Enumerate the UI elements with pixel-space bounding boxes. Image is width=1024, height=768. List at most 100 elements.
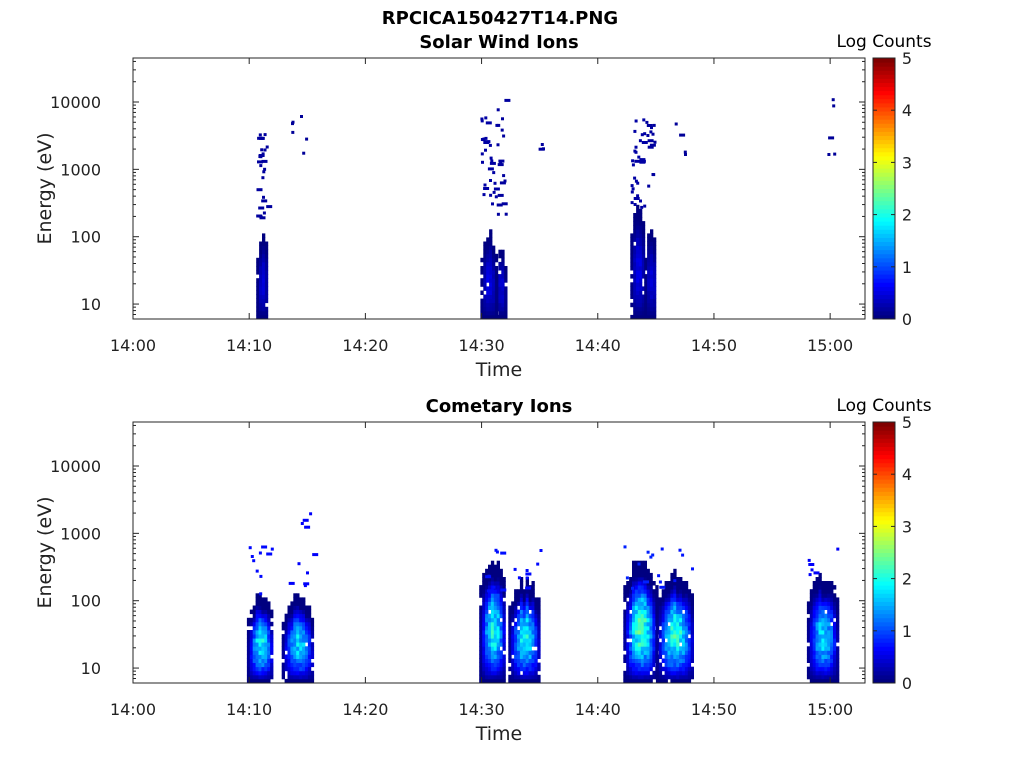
spectrogram-cell	[281, 670, 285, 676]
spectrogram-cell	[493, 650, 498, 655]
spectrogram-cell	[517, 634, 521, 639]
spectrogram-cell	[264, 601, 268, 606]
spectrogram-cell	[684, 630, 689, 635]
spectrogram-cell	[626, 654, 630, 659]
spectrogram-cell	[496, 650, 500, 655]
spectrogram-cell	[259, 249, 263, 255]
spectrogram-cell	[687, 654, 692, 659]
spectrogram-cell	[664, 654, 668, 659]
spectrogram-cell	[508, 650, 512, 655]
spectrogram-cell	[259, 592, 263, 596]
spectrogram-cell	[519, 630, 524, 635]
spectrogram-cell	[287, 605, 291, 610]
spectrogram-cell	[653, 241, 657, 246]
spectrogram-cell	[498, 261, 502, 267]
spectrogram-cell	[293, 634, 297, 639]
spectrogram-cell	[492, 245, 496, 251]
spectrogram-cell	[644, 310, 648, 316]
spectrogram-cell	[687, 621, 692, 627]
spectrogram-cell	[629, 630, 633, 635]
spectrogram-cell	[296, 646, 300, 651]
spectrogram-cell	[489, 257, 493, 263]
spectrogram-cell	[525, 630, 529, 635]
spectrogram-cell	[522, 658, 527, 663]
colorbar-segment	[873, 58, 895, 63]
spectrogram-cell	[255, 670, 259, 676]
spectrogram-cell	[682, 581, 686, 586]
x-axis-label: Time	[475, 723, 523, 745]
spectrogram-cell	[500, 551, 507, 555]
spectrogram-cell	[498, 278, 502, 283]
spectrogram-cell	[267, 638, 271, 643]
spectrogram-cell	[485, 634, 489, 639]
spectrogram-cell	[653, 270, 657, 275]
spectrogram-cell	[267, 650, 271, 655]
colorbar-frame	[872, 57, 896, 320]
spectrogram-cell	[673, 638, 677, 643]
spectrogram-cell	[806, 638, 811, 643]
spectrogram-cell	[495, 278, 499, 283]
spectrogram-cell	[302, 621, 306, 627]
spectrogram-cell	[632, 589, 636, 594]
spectrogram-cell	[261, 642, 265, 647]
spectrogram-cell	[641, 237, 646, 242]
spectrogram-cell	[537, 625, 541, 631]
spectrogram-cell	[684, 589, 689, 594]
spectrogram-cell	[281, 634, 285, 639]
spectrogram-cell	[258, 666, 262, 672]
spectrogram-cell	[809, 642, 814, 647]
spectrogram-cell	[540, 143, 544, 146]
spectrogram-cell	[246, 621, 251, 627]
spectrogram-cell	[637, 662, 642, 668]
spectrogram-cell	[255, 650, 259, 655]
spectrogram-cell	[534, 666, 538, 672]
spectrogram-cell	[288, 581, 295, 585]
spectrogram-cell	[684, 617, 689, 623]
spectrogram-cell	[827, 593, 831, 598]
spectrogram-cell	[508, 630, 512, 635]
spectrogram-cell	[296, 613, 300, 619]
spectrogram-cell	[485, 589, 489, 594]
spectrogram-cell	[830, 646, 834, 651]
spectrogram-cell	[302, 151, 306, 155]
colorbar-segment	[873, 470, 895, 476]
spectrogram-cell	[482, 609, 486, 615]
spectrogram-cell	[641, 314, 646, 320]
colorbar-segment	[873, 62, 895, 67]
spectrogram-cell	[637, 638, 642, 643]
spectrogram-cell	[824, 658, 828, 663]
spectrogram-cell	[528, 621, 532, 627]
spectrogram-cell	[676, 609, 680, 615]
spectrogram-cell	[652, 658, 656, 663]
spectrogram-cell	[827, 625, 831, 631]
spectrogram-cell	[531, 581, 535, 586]
spectrogram-cell	[836, 646, 840, 651]
spectrogram-cell	[493, 638, 498, 643]
spectrogram-cell	[501, 117, 504, 121]
spectrogram-cell	[493, 581, 498, 586]
spectrogram-cell	[249, 662, 254, 668]
spectrogram-cell	[833, 625, 837, 631]
spectrogram-cell	[479, 593, 483, 598]
spectrogram-cell	[531, 597, 535, 602]
colorbar-segment	[873, 265, 895, 271]
spectrogram-cell	[690, 605, 694, 610]
spectrogram-cell	[480, 302, 484, 308]
spectrogram-cell	[514, 678, 518, 684]
colorbar-segment	[873, 70, 895, 75]
spectrogram-cell	[493, 670, 498, 676]
spectrogram-cell	[290, 609, 294, 615]
spectrogram-cell	[267, 666, 271, 672]
colorbar-segment	[873, 589, 895, 594]
spectrogram-cell	[299, 670, 303, 676]
spectrogram-cell	[310, 654, 315, 659]
spectrogram-cell	[496, 589, 500, 594]
spectrogram-cell	[646, 550, 650, 554]
spectrogram-cell	[302, 642, 306, 647]
spectrogram-cell	[646, 134, 650, 137]
spectrogram-cell	[655, 597, 660, 602]
spectrogram-cell	[690, 670, 694, 676]
spectrogram-cell	[630, 257, 634, 263]
spectrogram-cell	[256, 298, 260, 304]
spectrogram-cell	[639, 302, 643, 308]
